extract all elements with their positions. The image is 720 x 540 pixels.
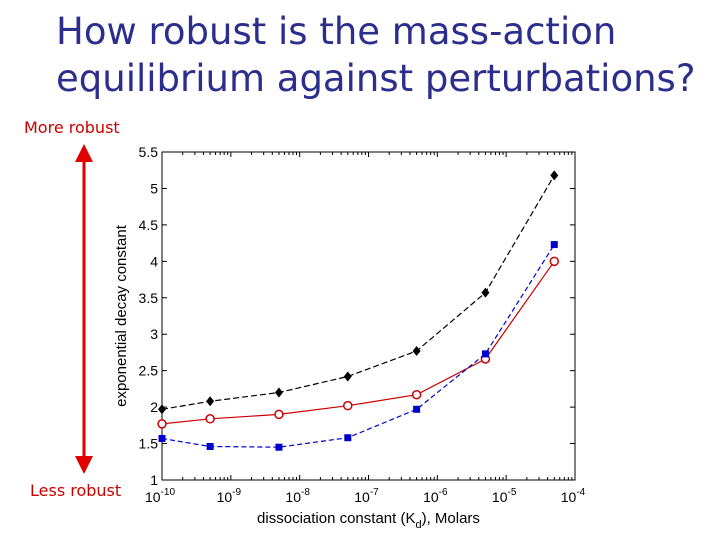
arrow-head-down xyxy=(75,456,93,474)
more-robust-label: More robust xyxy=(24,118,120,137)
data-point-diamond xyxy=(481,287,490,298)
x-tick-label: 10-8 xyxy=(285,487,310,505)
x-tick-label: 10-4 xyxy=(561,487,586,505)
data-point-square xyxy=(550,241,558,249)
slide-title-line-1: How robust is the mass-action xyxy=(56,10,617,53)
series-line xyxy=(161,174,555,410)
data-point-square xyxy=(206,442,214,450)
x-tick-label: 10-7 xyxy=(354,487,379,505)
chart-axes xyxy=(161,151,576,481)
data-point-diamond xyxy=(412,345,421,356)
slide-title-line-2: equilibrium against perturbations? xyxy=(56,57,696,100)
data-point-circle xyxy=(343,400,353,411)
data-point-circle xyxy=(274,409,284,420)
x-axis-label: dissociation constant (Kd), Molars xyxy=(257,510,480,531)
data-point-circle xyxy=(549,256,560,267)
less-robust-label: Less robust xyxy=(30,481,122,500)
robustness-arrow xyxy=(75,144,93,474)
x-tick-label: 10-5 xyxy=(492,487,517,505)
data-point-diamond xyxy=(343,371,352,382)
y-tick-label: 3 xyxy=(150,326,158,342)
data-point-circle xyxy=(157,419,167,429)
data-point-circle xyxy=(205,414,215,424)
x-tick-label: 10-6 xyxy=(423,487,448,505)
series-square xyxy=(158,241,558,451)
data-point-diamond xyxy=(206,396,215,407)
y-axis-label: exponential decay constant xyxy=(113,224,130,407)
y-tick-label: 1 xyxy=(150,472,158,488)
y-tick-label: 5 xyxy=(150,180,158,196)
x-tick-label: 10-9 xyxy=(217,487,242,505)
y-tick-label: 2 xyxy=(150,399,158,415)
series-circle xyxy=(157,256,560,429)
data-point-diamond xyxy=(158,404,166,415)
y-tick-label: 3.5 xyxy=(139,290,159,306)
slide-title: How robust is the mass-action equilibriu… xyxy=(56,8,716,102)
data-point-square xyxy=(344,434,352,442)
data-point-diamond xyxy=(274,387,283,398)
chart-labels: 1 1.5 2 2.5 3 3.5 4 4.5 5 5.5 10-10 10-9 10-8 10-7 10-… xyxy=(113,144,586,531)
data-point-circle xyxy=(411,389,422,400)
data-point-diamond xyxy=(550,170,559,181)
arrow-head-up xyxy=(75,144,93,162)
y-tick-label: 5.5 xyxy=(139,144,159,160)
data-point-square xyxy=(481,350,489,358)
y-tick-label: 4 xyxy=(150,253,158,269)
data-point-square xyxy=(158,434,166,442)
series-diamond xyxy=(158,170,559,415)
y-tick-label: 1.5 xyxy=(139,436,159,452)
x-tick-label: 10-10 xyxy=(145,487,175,505)
y-tick-label: 2.5 xyxy=(139,363,159,379)
data-point-square xyxy=(275,443,283,451)
data-point-square xyxy=(413,405,421,413)
y-tick-label: 4.5 xyxy=(139,217,159,233)
chart-series xyxy=(157,170,560,451)
plot-frame xyxy=(161,151,576,481)
